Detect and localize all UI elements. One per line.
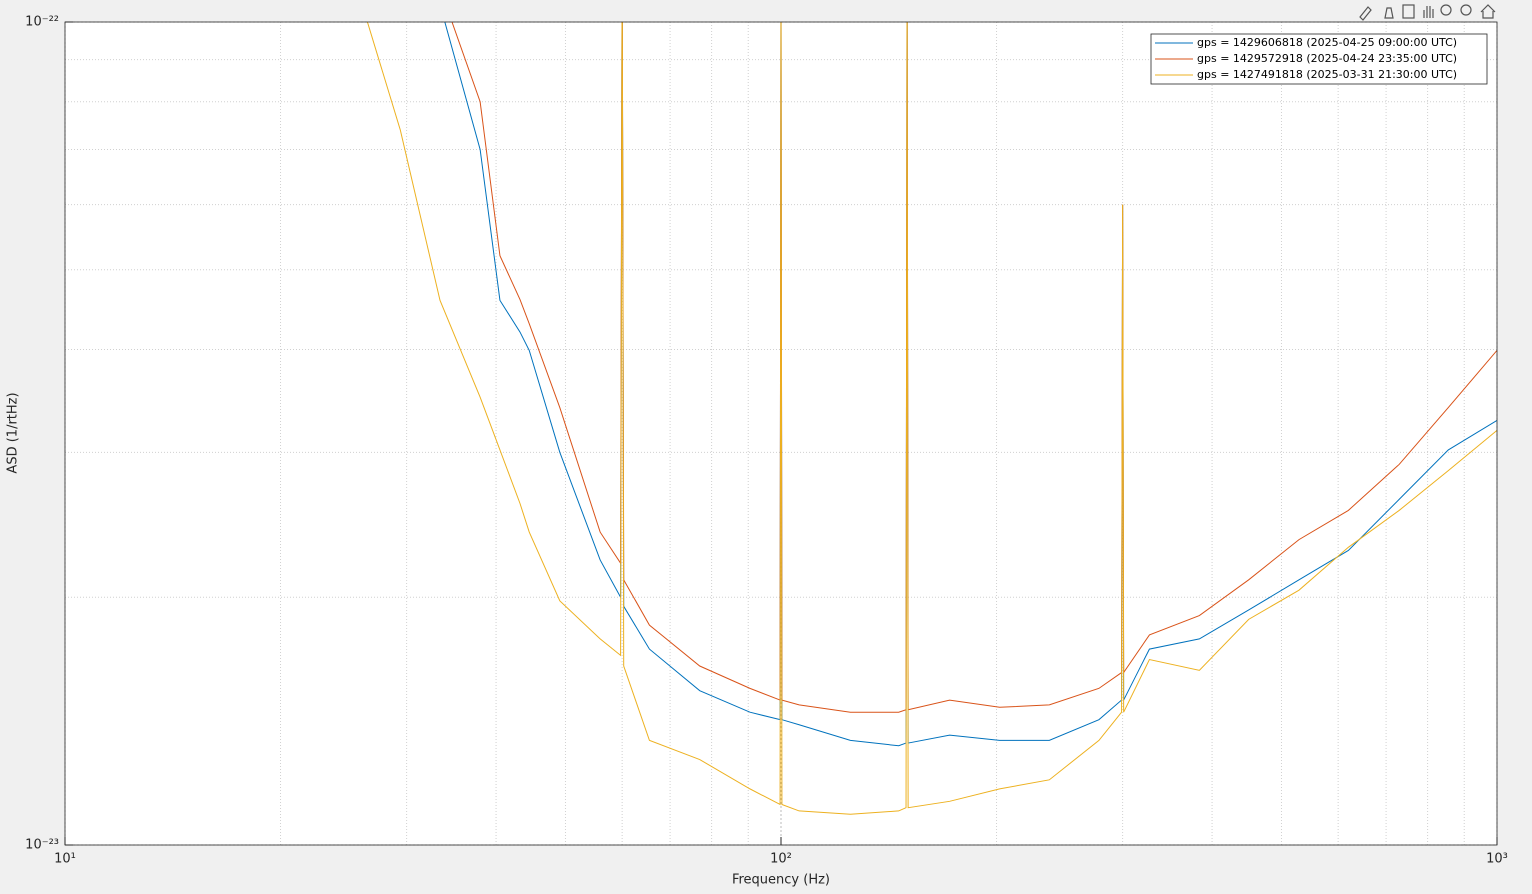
y-tick-label: 10⁻²³ xyxy=(25,838,59,853)
x-tick-label: 10² xyxy=(770,852,792,867)
legend-label: gps = 1427491818 (2025-03-31 21:30:00 UT… xyxy=(1197,68,1457,81)
x-axis-label: Frequency (Hz) xyxy=(732,873,830,888)
zoom-in-icon[interactable] xyxy=(1440,4,1452,16)
legend: gps = 1429606818 (2025-04-25 09:00:00 UT… xyxy=(1150,33,1488,85)
x-tick-label: 10³ xyxy=(1486,852,1508,867)
pan-toggle-icon[interactable] xyxy=(1402,4,1415,19)
datatip-icon[interactable] xyxy=(1384,7,1394,19)
plot-lines xyxy=(366,22,1497,815)
home-icon[interactable] xyxy=(1480,4,1496,19)
y-axis-label: ASD (1/rtHz) xyxy=(6,392,21,473)
series-line xyxy=(444,22,1497,747)
legend-box xyxy=(1150,33,1488,85)
series-line xyxy=(451,22,1497,713)
series-line xyxy=(366,22,1497,815)
legend-label: gps = 1429572918 (2025-04-24 23:35:00 UT… xyxy=(1197,52,1457,65)
zoom-out-icon[interactable] xyxy=(1460,4,1472,16)
ticks: 10¹ 10² 10³ 10⁻²³ 10⁻²² xyxy=(25,15,1508,867)
pan-icon[interactable] xyxy=(1423,6,1434,18)
x-tick-label: 10¹ xyxy=(54,852,76,867)
y-tick-label: 10⁻²² xyxy=(25,15,59,30)
legend-label: gps = 1429606818 (2025-04-25 09:00:00 UT… xyxy=(1197,36,1457,49)
brush-icon[interactable] xyxy=(1359,6,1372,21)
toolbar xyxy=(1359,4,1496,21)
